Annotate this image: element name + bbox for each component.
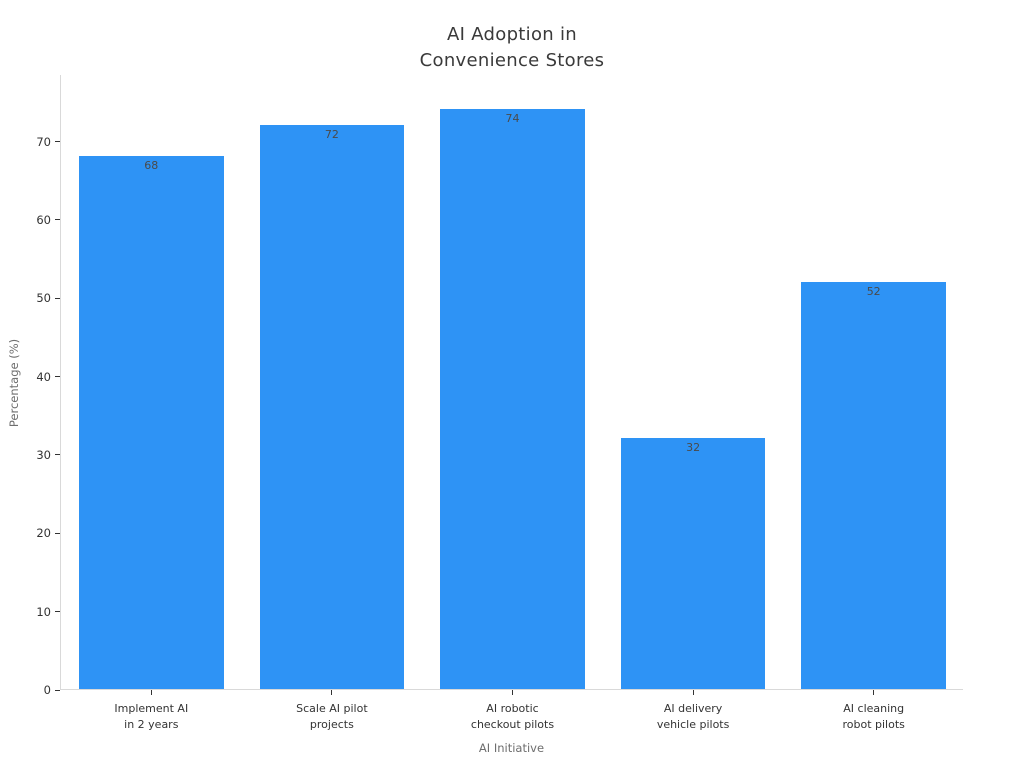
x-category-label: AI cleaning robot pilots: [842, 702, 905, 731]
x-category-label: Scale AI pilot projects: [296, 702, 368, 731]
bar-value-label: 32: [686, 441, 701, 455]
bar: 52: [801, 281, 946, 689]
chart-title: AI Adoption in Convenience Stores: [419, 24, 605, 71]
y-tick-label: 0: [43, 683, 51, 697]
y-tick-label: 70: [36, 134, 51, 149]
bar-value-label: 52: [866, 284, 881, 298]
y-tick-mark: [55, 532, 60, 534]
bar: 72: [259, 124, 405, 689]
x-category-label: AI delivery vehicle pilots: [656, 702, 730, 731]
y-tick-mark: [55, 297, 60, 299]
y-tick-label: 10: [36, 604, 51, 619]
plot-area: 0 10 20 30 40 50 60 70 68 Implement AI in 2 years…: [36, 75, 963, 731]
x-tick-mark: [512, 690, 513, 695]
y-tick-label: 50: [36, 291, 51, 306]
y-tick-mark: [55, 219, 60, 221]
y-tick-mark: [55, 376, 60, 378]
bar: 32: [620, 438, 766, 689]
bar-value-label: 72: [324, 127, 339, 141]
y-tick-mark: [55, 454, 60, 456]
y-tick-label: 60: [36, 212, 51, 227]
bar: 68: [79, 156, 224, 689]
y-tick-label: 30: [36, 447, 51, 462]
bar-value-label: 74: [505, 112, 520, 126]
y-tick-mark: [55, 689, 60, 691]
x-axis-label: AI Initiative: [478, 741, 545, 755]
y-tick-label: 40: [36, 369, 51, 384]
y-tick-mark: [55, 611, 60, 613]
x-tick-mark: [692, 690, 694, 695]
y-tick-label: 20: [36, 526, 51, 541]
y-tick-mark: [55, 141, 60, 143]
x-tick-mark: [331, 690, 333, 695]
x-category-label: Implement AI in 2 years: [114, 702, 189, 731]
x-tick-mark: [873, 690, 875, 695]
bar-value-label: 68: [144, 159, 159, 173]
bar: 74: [440, 109, 585, 689]
x-tick-mark: [150, 690, 152, 695]
x-category-label: AI robotic checkout pilots: [470, 702, 555, 731]
